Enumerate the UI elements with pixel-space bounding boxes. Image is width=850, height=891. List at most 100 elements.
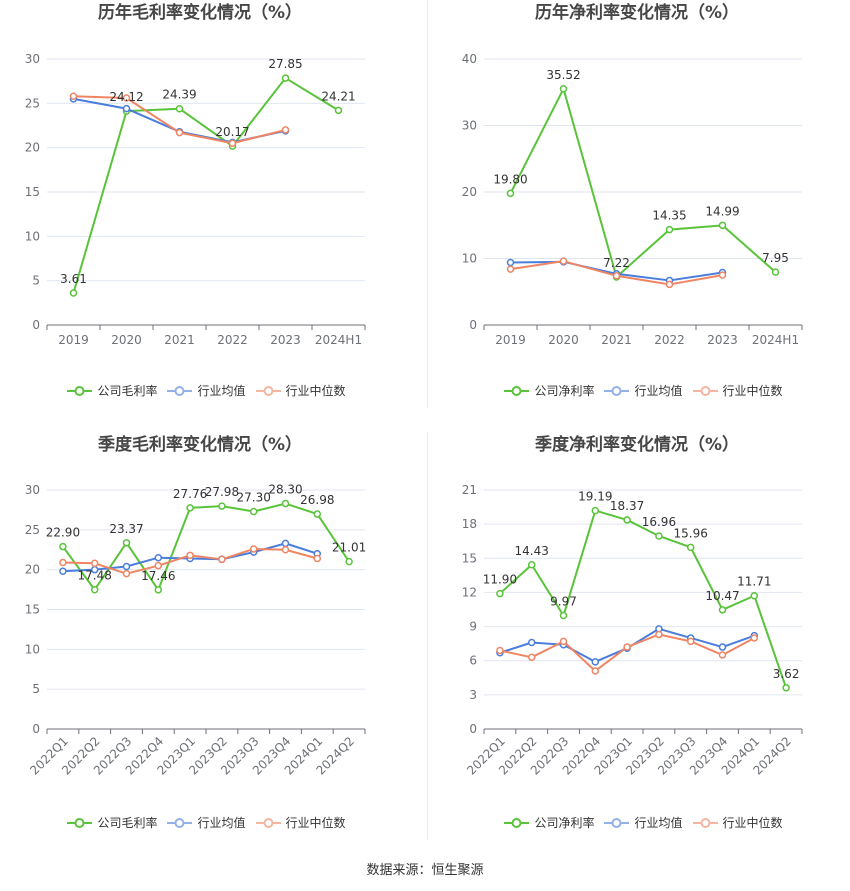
legend-item-industry-median[interactable]: 行业中位数	[692, 382, 783, 400]
series-industry-median	[59, 545, 322, 578]
chart-plot: 0369121518212022Q12022Q22022Q32022Q42023…	[462, 483, 803, 778]
data-point-industry-median	[69, 92, 78, 100]
chart-panel-quarterly-gross-margin: 季度毛利率变化情况（%） 0 5 10 15 20 25 30 2022Q1 2022Q2 202…	[0, 432, 413, 852]
legend-label: 公司毛利率	[97, 384, 158, 398]
data-source-note: 数据来源：恒生聚源	[366, 863, 484, 878]
legend-marker	[263, 386, 273, 396]
data-point-industry-median	[527, 653, 536, 662]
data-point-industry-median	[186, 551, 194, 560]
data-label: 35.52	[546, 68, 580, 82]
legend-item-industry-avg[interactable]: 行业均值	[604, 814, 683, 832]
data-label: 3.62	[773, 667, 800, 681]
y-tick-label: 15	[25, 603, 40, 617]
data-point-industry-avg	[281, 539, 290, 548]
chart-legend: 公司毛利率 行业均值 行业中位数	[0, 382, 413, 400]
y-tick-label: 3	[469, 688, 477, 702]
chart-legend: 公司净利率 行业均值 行业中位数	[437, 814, 850, 832]
legend-item-company[interactable]: 公司毛利率	[67, 382, 157, 400]
legend-line-circle-icon	[692, 818, 718, 828]
x-tick-label: 2024H1	[752, 333, 799, 347]
legend-item-industry-median[interactable]: 行业中位数	[692, 814, 783, 832]
x-tick-label: 2022	[217, 333, 248, 347]
chart-legend: 公司净利率 行业均值 行业中位数	[437, 382, 850, 400]
data-point-company	[527, 561, 536, 569]
chart-panel-quarterly-net-margin: 季度净利率变化情况（%） 0 3 6 9 12 15 18 21 2022Q1 2022Q2 202…	[437, 432, 850, 852]
y-tick-label: 10	[462, 252, 477, 266]
data-point-company	[623, 516, 631, 524]
legend-line-circle-icon	[167, 386, 193, 396]
y-tick-label: 40	[462, 52, 477, 66]
legend-marker	[611, 818, 622, 828]
data-point-industry-median	[686, 637, 695, 646]
data-point-industry-avg	[154, 553, 163, 562]
legend-line-circle-icon	[255, 818, 281, 828]
legend-item-company[interactable]: 公司净利率	[504, 382, 594, 400]
chart-legend: 公司毛利率 行业均值 行业中位数	[0, 814, 413, 832]
y-tick-label: 30	[25, 52, 40, 66]
data-point-industry-avg	[59, 567, 67, 576]
data-label: 28.30	[268, 483, 302, 497]
legend-item-company[interactable]: 公司净利率	[504, 814, 594, 832]
chart-plot: 0510152025302022Q12022Q22022Q32022Q42023…	[25, 483, 367, 778]
data-label: 17.46	[141, 569, 175, 583]
series-company	[496, 506, 790, 692]
data-label: 23.37	[109, 522, 143, 536]
legend-item-company[interactable]: 公司毛利率	[67, 814, 157, 832]
legend-item-industry-median[interactable]: 行业中位数	[255, 382, 346, 400]
data-point-company	[771, 268, 780, 276]
axes: 0 5 10 15 20 25 30 2019 2020 2021 2022 2023 2024H1	[25, 52, 366, 347]
data-point-industry-median	[559, 257, 568, 265]
chart-plot: 0 5 10 15 20 25 30 2019 2020 2021 2022 2023 2024H1 3.…	[25, 52, 366, 347]
y-tick-label: 25	[25, 523, 40, 537]
y-tick-label: 10	[25, 229, 40, 243]
data-label: 14.35	[652, 209, 686, 223]
data-label: 18.37	[610, 499, 644, 513]
data-point-company	[506, 189, 515, 198]
data-point-industry-median	[281, 546, 290, 554]
data-point-industry-median	[496, 646, 504, 655]
data-point-company	[665, 225, 674, 234]
y-tick-label: 20	[25, 141, 40, 155]
data-point-company	[496, 589, 504, 598]
legend-item-industry-avg[interactable]: 行业均值	[604, 382, 683, 400]
data-point-company	[154, 586, 163, 594]
data-point-industry-median	[612, 272, 621, 280]
series-industry-median	[496, 630, 759, 675]
panel-divider	[427, 0, 428, 408]
data-labels: 22.90 17.48 23.37 17.46 27.7627.9827.3028.30…	[46, 483, 367, 583]
y-tick-label: 5	[32, 682, 40, 696]
y-tick-label: 10	[25, 642, 40, 656]
series-company	[69, 74, 343, 297]
x-tick-label: 2024H1	[315, 333, 362, 347]
legend-item-industry-avg[interactable]: 行业均值	[167, 382, 246, 400]
legend-marker	[700, 818, 710, 828]
legend-label: 行业均值	[197, 816, 246, 830]
legend-item-industry-median[interactable]: 行业中位数	[255, 814, 346, 832]
data-label: 11.90	[483, 573, 517, 587]
data-label: 24.21	[321, 89, 355, 103]
y-tick-label: 5	[32, 274, 40, 288]
x-tick-label: 2021	[601, 333, 632, 347]
legend-label: 行业均值	[197, 384, 246, 398]
chart-title: 季度毛利率变化情况（%）	[97, 435, 303, 455]
data-point-industry-median	[313, 554, 322, 563]
legend-marker	[611, 386, 622, 396]
chart-panel-annual-gross-margin: 历年毛利率变化情况（%） 0 5 10 15 20 25 30 2019 2020 2021 202…	[0, 0, 413, 420]
data-point-industry-median	[218, 555, 226, 564]
axes: 0 10 20 30 40 2019 2020 2021 2022 2023 2024H1	[462, 52, 803, 347]
data-point-industry-median	[718, 651, 727, 659]
chart-panel-annual-net-margin: 历年净利率变化情况（%） 0 10 20 30 40 2019 2020 2021 2022 20…	[437, 0, 850, 420]
legend-line-circle-icon	[604, 386, 630, 396]
x-tick-label: 2023	[707, 333, 738, 347]
data-point-company	[59, 542, 67, 551]
data-point-company	[334, 106, 343, 115]
series-line-company	[509, 87, 777, 278]
y-tick-label: 20	[25, 563, 40, 577]
data-label: 3.61	[60, 272, 87, 286]
legend-marker	[263, 818, 273, 828]
data-point-company	[69, 289, 78, 297]
data-label: 7.95	[762, 251, 789, 265]
legend-item-industry-avg[interactable]: 行业均值	[167, 814, 246, 832]
legend-line-circle-icon	[504, 818, 530, 828]
